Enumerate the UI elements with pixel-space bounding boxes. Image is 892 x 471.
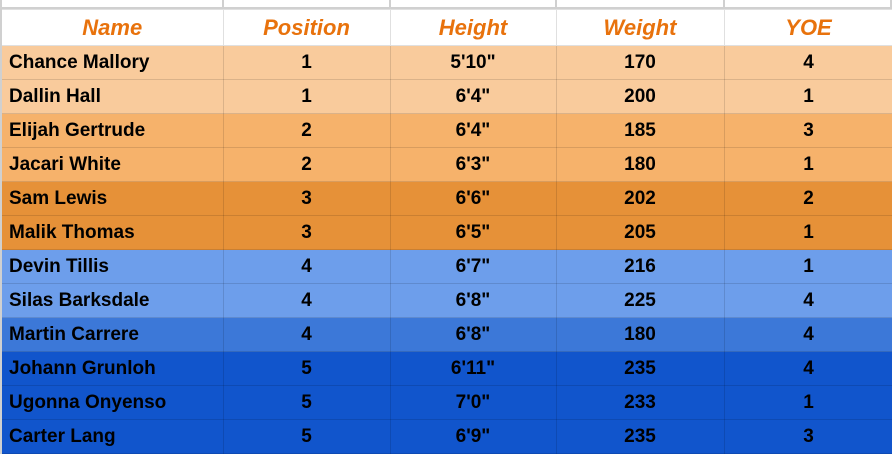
cell-weight[interactable]: 185	[555, 113, 725, 148]
table-row: Ugonna Onyenso 5 7'0" 233 1	[0, 385, 892, 420]
cell-name[interactable]: Elijah Gertrude	[0, 113, 224, 148]
cell-height[interactable]: 6'9"	[389, 419, 557, 454]
table-row: Malik Thomas 3 6'5" 205 1	[0, 215, 892, 250]
cell-weight[interactable]: 202	[555, 181, 725, 216]
cell-height[interactable]: 5'10"	[389, 45, 557, 80]
cell-yoe[interactable]: 4	[723, 317, 892, 352]
cell-weight[interactable]: 225	[555, 283, 725, 318]
cell-height[interactable]: 6'6"	[389, 181, 557, 216]
cell-height[interactable]: 6'8"	[389, 317, 557, 352]
cell-position[interactable]: 4	[222, 249, 391, 284]
table-row: Martin Carrere 4 6'8" 180 4	[0, 317, 892, 352]
cell-name[interactable]: Malik Thomas	[0, 215, 224, 250]
table-row: Devin Tillis 4 6'7" 216 1	[0, 249, 892, 284]
cell-position[interactable]: 2	[222, 113, 391, 148]
cell-yoe[interactable]: 1	[723, 215, 892, 250]
cell-yoe[interactable]: 2	[723, 181, 892, 216]
cell-height[interactable]: 6'3"	[389, 147, 557, 182]
cell-height[interactable]: 7'0"	[389, 385, 557, 420]
cell-height[interactable]: 6'11"	[389, 351, 557, 386]
header-height[interactable]: Height	[389, 9, 557, 46]
cell-height[interactable]: 6'4"	[389, 79, 557, 114]
cell-yoe[interactable]: 3	[723, 113, 892, 148]
header-yoe[interactable]: YOE	[723, 9, 892, 46]
header-weight[interactable]: Weight	[555, 9, 725, 46]
cell-position[interactable]: 2	[222, 147, 391, 182]
roster-table: Name Position Height Weight YOE Chance M…	[0, 9, 892, 454]
cell-position[interactable]: 4	[222, 283, 391, 318]
table-row: Johann Grunloh 5 6'11" 235 4	[0, 351, 892, 386]
table-row: Elijah Gertrude 2 6'4" 185 3	[0, 113, 892, 148]
cell-position[interactable]: 1	[222, 79, 391, 114]
cell-name[interactable]: Devin Tillis	[0, 249, 224, 284]
cell-yoe[interactable]: 1	[723, 249, 892, 284]
table-row: Carter Lang 5 6'9" 235 3	[0, 419, 892, 454]
table-row: Sam Lewis 3 6'6" 202 2	[0, 181, 892, 216]
header-name[interactable]: Name	[0, 9, 224, 46]
cell-name[interactable]: Sam Lewis	[0, 181, 224, 216]
table-row: Dallin Hall 1 6'4" 200 1	[0, 79, 892, 114]
cell-name[interactable]: Johann Grunloh	[0, 351, 224, 386]
cell-name[interactable]: Silas Barksdale	[0, 283, 224, 318]
cell-yoe[interactable]: 4	[723, 283, 892, 318]
cell-weight[interactable]: 233	[555, 385, 725, 420]
empty-row	[0, 0, 892, 9]
cell-position[interactable]: 5	[222, 419, 391, 454]
cell-height[interactable]: 6'5"	[389, 215, 557, 250]
cell-height[interactable]: 6'4"	[389, 113, 557, 148]
header-row: Name Position Height Weight YOE	[0, 9, 892, 46]
cell-name[interactable]: Ugonna Onyenso	[0, 385, 224, 420]
cell-yoe[interactable]: 1	[723, 147, 892, 182]
cell-name[interactable]: Chance Mallory	[0, 45, 224, 80]
cell-position[interactable]: 3	[222, 215, 391, 250]
cell-yoe[interactable]: 4	[723, 45, 892, 80]
cell-yoe[interactable]: 1	[723, 79, 892, 114]
cell-weight[interactable]: 180	[555, 147, 725, 182]
cell-weight[interactable]: 235	[555, 419, 725, 454]
cell-name[interactable]: Jacari White	[0, 147, 224, 182]
table-row: Jacari White 2 6'3" 180 1	[0, 147, 892, 182]
cell-position[interactable]: 1	[222, 45, 391, 80]
cell-position[interactable]: 3	[222, 181, 391, 216]
table-row: Silas Barksdale 4 6'8" 225 4	[0, 283, 892, 318]
header-position[interactable]: Position	[222, 9, 391, 46]
cell-name[interactable]: Martin Carrere	[0, 317, 224, 352]
cell-weight[interactable]: 216	[555, 249, 725, 284]
cell-name[interactable]: Dallin Hall	[0, 79, 224, 114]
cell-name[interactable]: Carter Lang	[0, 419, 224, 454]
cell-weight[interactable]: 180	[555, 317, 725, 352]
cell-yoe[interactable]: 1	[723, 385, 892, 420]
table-row: Chance Mallory 1 5'10" 170 4	[0, 45, 892, 80]
cell-height[interactable]: 6'7"	[389, 249, 557, 284]
cell-height[interactable]: 6'8"	[389, 283, 557, 318]
cell-position[interactable]: 5	[222, 351, 391, 386]
cell-weight[interactable]: 200	[555, 79, 725, 114]
cell-position[interactable]: 5	[222, 385, 391, 420]
cell-position[interactable]: 4	[222, 317, 391, 352]
cell-yoe[interactable]: 3	[723, 419, 892, 454]
cell-weight[interactable]: 170	[555, 45, 725, 80]
cell-yoe[interactable]: 4	[723, 351, 892, 386]
cell-weight[interactable]: 235	[555, 351, 725, 386]
cell-weight[interactable]: 205	[555, 215, 725, 250]
